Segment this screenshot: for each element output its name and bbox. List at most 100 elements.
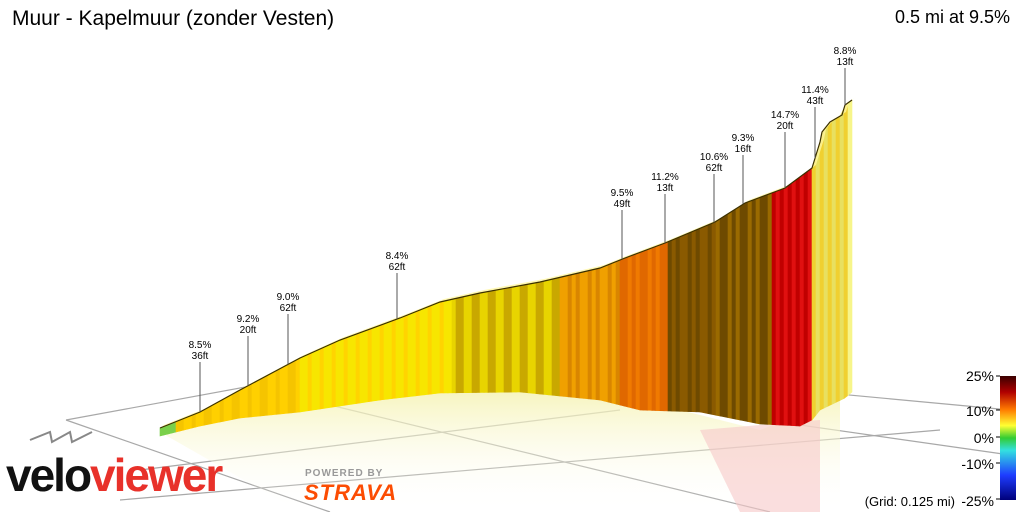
profile-band <box>539 280 545 395</box>
profile-band <box>787 182 793 426</box>
profile-band <box>227 393 233 421</box>
gradient-label: 8.5% <box>189 340 212 351</box>
profile-band <box>595 267 601 401</box>
legend-color-bar <box>1000 376 1016 500</box>
profile-band <box>575 272 581 399</box>
profile-band <box>779 187 785 426</box>
profile-band <box>359 330 365 404</box>
profile-band <box>239 387 245 419</box>
gradient-label: 10.6% <box>700 152 728 163</box>
profile-band <box>831 117 837 405</box>
profile-band <box>367 327 373 403</box>
profile-band <box>635 251 641 411</box>
page-title: Muur - Kapelmuur (zonder Vesten) <box>12 7 335 30</box>
profile-band <box>431 303 437 395</box>
profile-band <box>743 201 749 422</box>
profile-band <box>467 294 473 393</box>
profile-band <box>303 353 309 412</box>
profile-band <box>443 299 449 394</box>
profile-band <box>783 185 789 426</box>
profile-band <box>563 275 569 398</box>
profile-band <box>663 241 669 412</box>
gradient-label: 9.2% <box>237 314 260 325</box>
profile-band <box>503 287 509 393</box>
profile-band <box>543 279 549 396</box>
profile-band <box>767 192 773 425</box>
profile-shadow-red <box>700 420 820 512</box>
profile-band <box>223 396 229 422</box>
profile-band <box>307 352 313 412</box>
powered-by-label: POWERED BY <box>305 468 384 479</box>
legend-ticks <box>996 375 1000 500</box>
profile-band <box>419 307 425 396</box>
profile-band <box>435 301 441 394</box>
profile-band <box>511 286 517 393</box>
strava-logo: STRAVA <box>304 480 398 505</box>
profile-band <box>287 361 293 414</box>
profile-band <box>499 288 505 393</box>
profile-band <box>827 120 833 407</box>
profile-band <box>727 210 733 419</box>
profile-outline <box>159 99 853 429</box>
profile-band <box>487 290 493 393</box>
profile-band <box>819 129 825 411</box>
profile-band <box>707 222 713 415</box>
rise-label: 36ft <box>192 351 209 362</box>
profile-band <box>755 196 761 425</box>
profile-band <box>387 320 393 400</box>
profile-band <box>375 324 381 401</box>
rise-label: 49ft <box>614 199 631 210</box>
profile-band <box>215 400 221 424</box>
profile-band <box>439 300 445 394</box>
rise-label: 62ft <box>389 262 406 273</box>
profile-band <box>759 195 765 425</box>
profile-band <box>591 268 597 400</box>
gradient-label: 14.7% <box>771 110 799 121</box>
rise-label: 43ft <box>807 96 824 107</box>
profile-band <box>719 215 725 418</box>
profile-band <box>531 282 537 394</box>
legend-tick-label: -10% <box>961 456 994 472</box>
profile-band <box>795 176 801 427</box>
profile-band <box>263 374 269 416</box>
profile-band <box>211 402 217 424</box>
gradient-label: 9.5% <box>611 188 634 199</box>
profile-band <box>731 208 737 420</box>
profile-band <box>551 277 557 396</box>
profile-band <box>403 314 409 398</box>
profile-band <box>583 270 589 400</box>
profile-band <box>491 289 497 393</box>
profile-band <box>631 253 637 410</box>
profile-band <box>483 291 489 393</box>
profile-band <box>607 262 613 404</box>
profile-band <box>527 283 533 394</box>
profile-band <box>495 288 501 393</box>
profile-band <box>319 346 325 410</box>
profile-band <box>271 370 277 416</box>
profile-band <box>275 368 281 415</box>
profile-band <box>455 297 461 394</box>
profile-band <box>807 167 813 423</box>
legend-tick-label: 10% <box>966 403 994 419</box>
grid-note: (Grid: 0.125 mi) <box>865 494 955 509</box>
profile-band <box>315 348 321 410</box>
gradient-label: 8.4% <box>386 251 409 262</box>
profile-band <box>231 391 237 420</box>
profile-band <box>255 378 261 417</box>
profile-band <box>299 355 305 413</box>
rise-label: 20ft <box>240 325 257 336</box>
profile-band <box>479 291 485 393</box>
profile-band <box>615 259 621 406</box>
profile-band <box>679 234 685 412</box>
profile-band <box>639 250 645 411</box>
legend-tick-label: 25% <box>966 368 994 384</box>
profile-band <box>519 284 525 393</box>
profile-band <box>311 350 317 411</box>
profile-band <box>407 312 413 398</box>
rise-label: 16ft <box>735 144 752 155</box>
profile-band <box>703 224 709 414</box>
profile-band <box>343 336 349 406</box>
profile-band <box>723 213 729 418</box>
profile-band <box>515 285 521 393</box>
